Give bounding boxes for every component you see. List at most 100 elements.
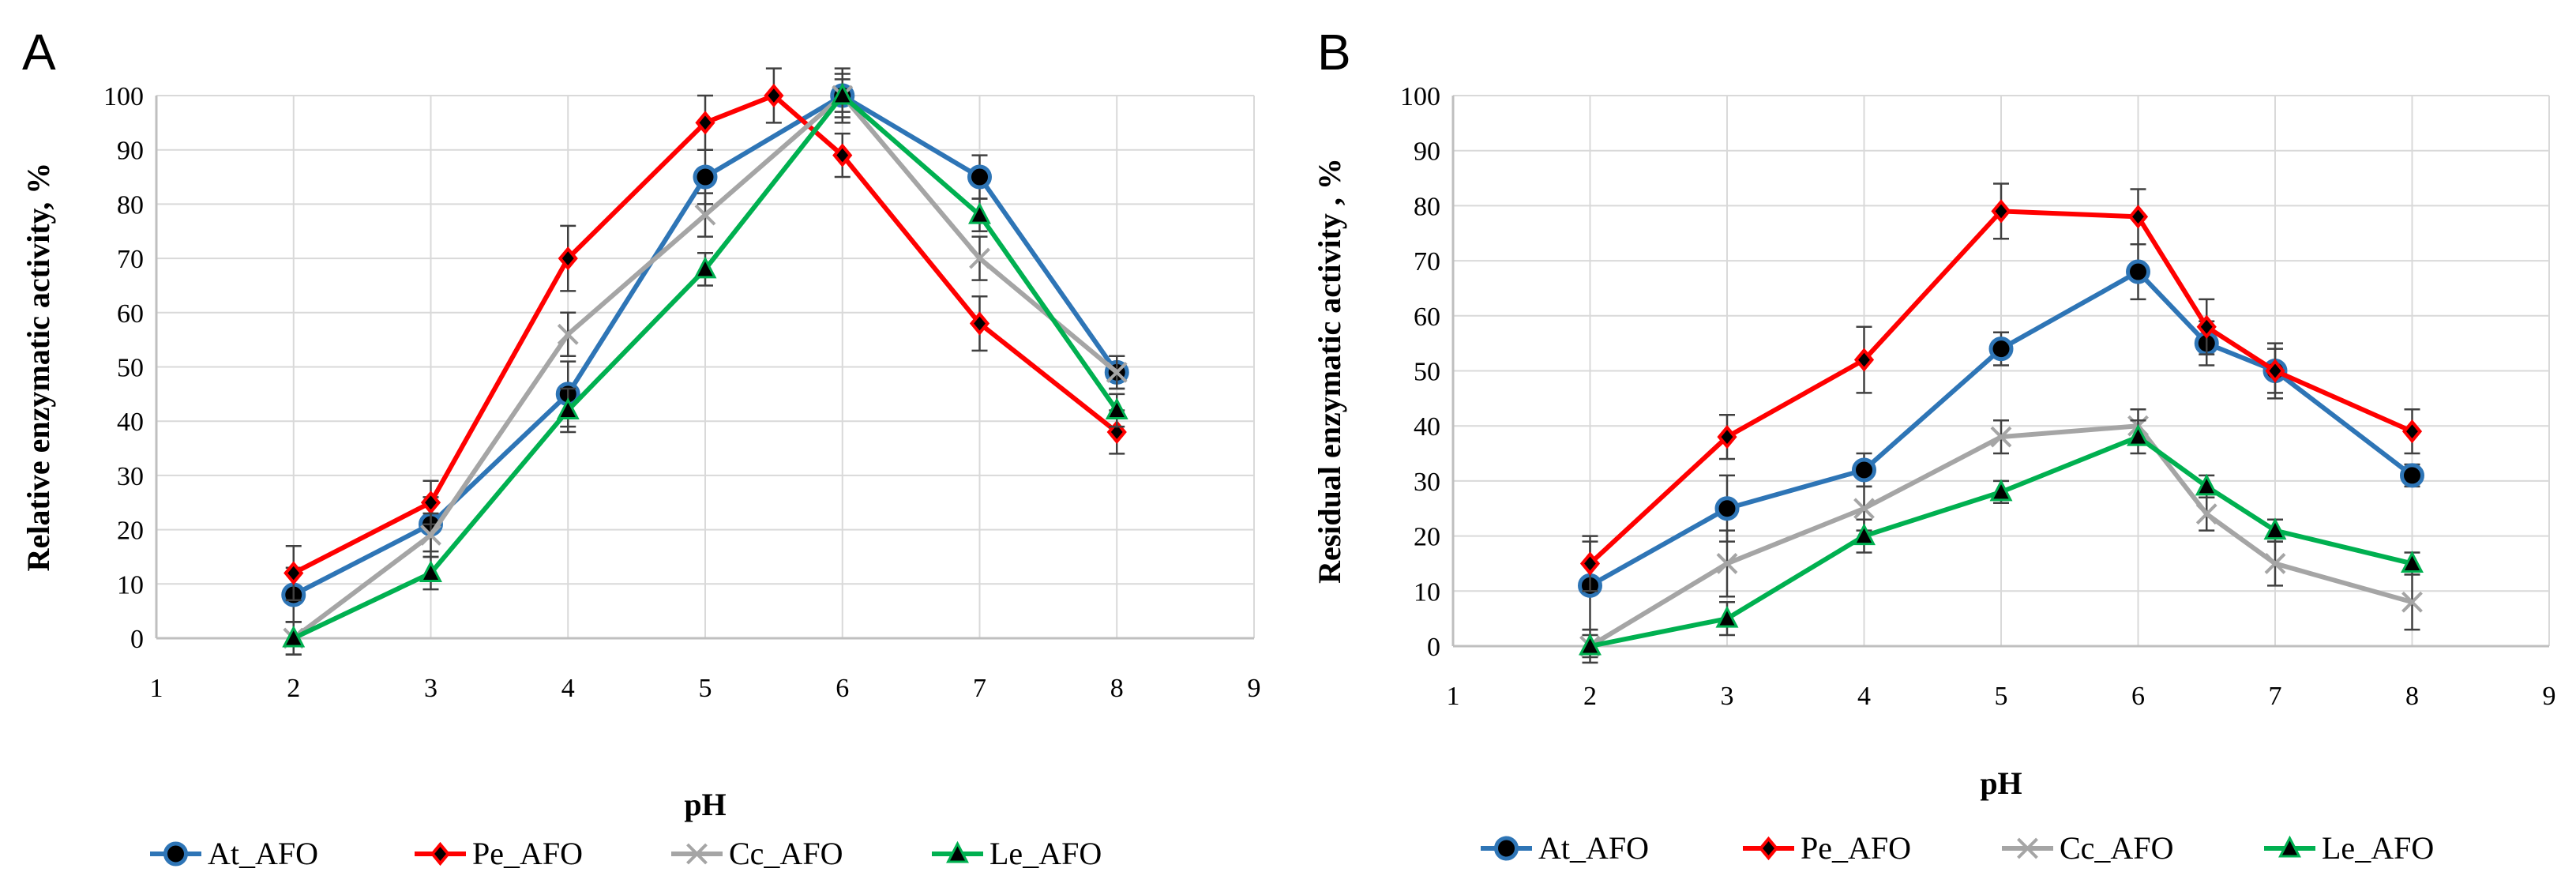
y-axis-label: Residual enzymatic activity , % bbox=[1312, 158, 1347, 584]
y-tick-label: 20 bbox=[117, 517, 144, 546]
x-marker bbox=[2401, 591, 2423, 613]
circle-marker bbox=[1988, 336, 2014, 362]
panel-a: A 0 10 20 30 40 50 60 70 80 90 100 1 2 3 4 5 6 7 8 9 Relative… bbox=[21, 24, 1261, 871]
series-line bbox=[1588, 209, 2413, 566]
x-marker bbox=[2264, 553, 2286, 574]
triangle-marker bbox=[2278, 835, 2301, 858]
x-tick-label: 7 bbox=[973, 674, 986, 703]
x-tick-label: 9 bbox=[1248, 674, 1261, 703]
diamond-marker bbox=[2401, 419, 2423, 444]
x-tick-label: 2 bbox=[1583, 682, 1597, 711]
x-marker bbox=[1853, 498, 1875, 520]
legend-label: At_AFO bbox=[1538, 830, 1649, 866]
x-tick-label: 8 bbox=[2405, 682, 2419, 711]
diamond-marker bbox=[2265, 359, 2285, 383]
triangle-marker bbox=[1105, 397, 1128, 419]
legend-item-le-afo: Le_AFO bbox=[2264, 830, 2434, 866]
x-tick-label: 4 bbox=[1857, 682, 1871, 711]
triangle-marker bbox=[2263, 517, 2287, 540]
triangle-marker bbox=[693, 256, 717, 279]
panel-b: B 0 10 20 30 40 50 60 70 80 90 100 1 2 3 4 5 6 7 8 9 Residual… bbox=[1312, 24, 2556, 866]
triangle-marker bbox=[419, 560, 442, 583]
y-tick-label: 70 bbox=[1414, 247, 1440, 276]
diamond-marker bbox=[2196, 314, 2217, 339]
diamond-marker bbox=[832, 143, 853, 167]
x-tick-label: 3 bbox=[1721, 682, 1734, 711]
y-tick-label: 20 bbox=[1414, 523, 1440, 552]
legend-label: Cc_AFO bbox=[729, 836, 843, 871]
x-tick-label: 8 bbox=[1110, 674, 1124, 703]
series-pe-afo bbox=[1579, 182, 2423, 592]
y-tick-label: 40 bbox=[117, 408, 144, 437]
circle-marker bbox=[163, 841, 188, 867]
panel-letter: A bbox=[22, 24, 56, 81]
x-tick-label: 7 bbox=[2269, 682, 2282, 711]
y-tick-label: 10 bbox=[1414, 577, 1440, 607]
y-tick-label: 50 bbox=[117, 354, 144, 383]
y-tick-label: 60 bbox=[117, 299, 144, 329]
legend-label: Le_AFO bbox=[2322, 830, 2434, 866]
y-tick-label: 30 bbox=[117, 462, 144, 491]
x-marker bbox=[1990, 426, 2012, 448]
x-axis-label: pH bbox=[684, 787, 726, 822]
triangle-marker bbox=[2195, 473, 2218, 496]
y-tick-label: 100 bbox=[1400, 82, 1440, 111]
triangle-marker bbox=[946, 840, 969, 863]
triangle-marker bbox=[2401, 551, 2424, 573]
diamond-marker bbox=[1579, 551, 1601, 576]
triangle-marker bbox=[1989, 479, 2013, 502]
circle-marker bbox=[1494, 836, 1519, 861]
circle-marker bbox=[1714, 496, 1740, 521]
y-axis-label: Relative enzymatic activity, % bbox=[21, 163, 56, 572]
legend-label: Pe_AFO bbox=[472, 836, 583, 871]
x-marker bbox=[557, 323, 579, 345]
x-tick-label: 6 bbox=[836, 674, 849, 703]
series-line bbox=[292, 93, 1119, 576]
diamond-marker bbox=[430, 841, 451, 867]
legend-item-cc-afo: Cc_AFO bbox=[2002, 830, 2173, 866]
y-tick-label: 70 bbox=[117, 245, 144, 274]
series-pe-afo bbox=[284, 67, 1127, 602]
x-tick-label: 1 bbox=[1447, 682, 1460, 711]
legend-item-cc-afo: Cc_AFO bbox=[671, 836, 843, 871]
x-tick-label: 5 bbox=[1995, 682, 2008, 711]
diamond-marker bbox=[420, 491, 441, 515]
x-marker bbox=[686, 843, 708, 865]
series-le-afo bbox=[282, 73, 1128, 656]
triangle-marker bbox=[2127, 423, 2150, 446]
x-tick-label: 9 bbox=[2543, 682, 2556, 711]
circle-marker bbox=[1852, 457, 1876, 483]
y-tick-label: 50 bbox=[1414, 358, 1440, 387]
y-tick-label: 40 bbox=[1414, 412, 1440, 442]
x-marker bbox=[2017, 837, 2038, 859]
diamond-marker bbox=[1717, 425, 1737, 449]
legend-item-at-afo: At_AFO bbox=[1481, 830, 1649, 866]
series-le-afo bbox=[1579, 419, 2424, 659]
x-marker bbox=[2195, 503, 2217, 525]
panel-letter: B bbox=[1317, 24, 1351, 81]
circle-marker bbox=[2400, 463, 2424, 488]
x-tick-label: 3 bbox=[424, 674, 437, 703]
legend-item-at-afo: At_AFO bbox=[150, 836, 318, 871]
diamond-marker bbox=[284, 561, 304, 585]
diamond-marker bbox=[558, 246, 578, 271]
y-tick-label: 80 bbox=[1414, 192, 1440, 221]
legend-item-pe-afo: Pe_AFO bbox=[415, 836, 583, 871]
legend-item-pe-afo: Pe_AFO bbox=[1743, 830, 1911, 866]
triangle-marker bbox=[831, 82, 854, 105]
x-axis-label: pH bbox=[1980, 765, 2022, 801]
diamond-marker bbox=[969, 311, 990, 336]
legend-item-le-afo: Le_AFO bbox=[932, 836, 1102, 871]
circle-marker bbox=[693, 164, 718, 190]
triangle-marker bbox=[1715, 605, 1739, 628]
circle-marker bbox=[967, 164, 992, 190]
y-tick-label: 100 bbox=[103, 82, 144, 111]
triangle-marker bbox=[282, 625, 306, 648]
x-tick-label: 5 bbox=[699, 674, 712, 703]
y-tick-label: 30 bbox=[1414, 468, 1440, 497]
x-marker bbox=[969, 247, 990, 269]
x-marker bbox=[1106, 361, 1128, 383]
y-tick-label: 10 bbox=[117, 570, 144, 600]
y-tick-label: 90 bbox=[117, 137, 144, 166]
